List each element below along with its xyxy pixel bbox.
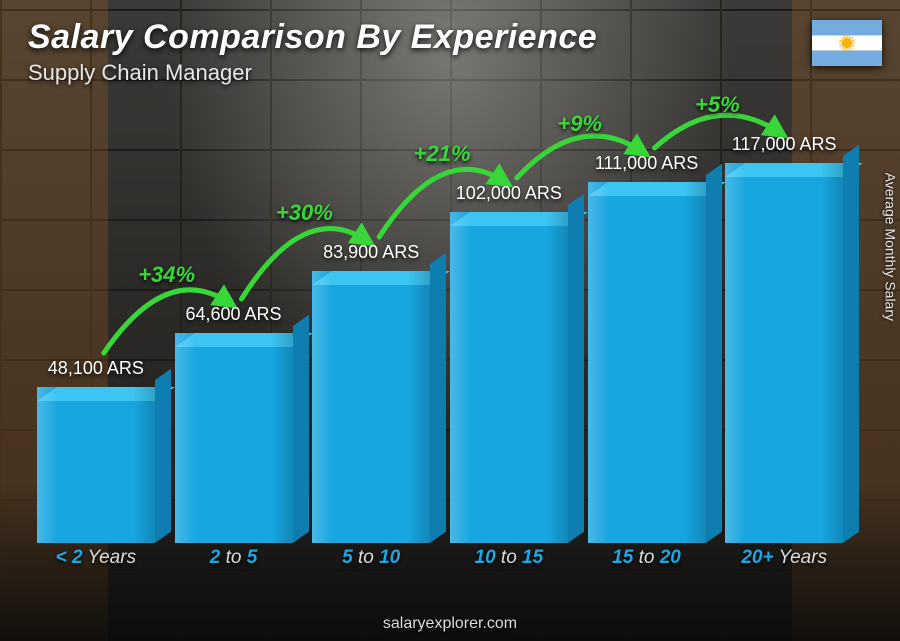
delta-label: +34% [138,262,195,288]
x-label-0: < 2 Years [36,547,156,581]
footer-attribution: salaryexplorer.com [0,615,900,633]
bar-0: 48,100 ARS [36,358,156,543]
bar-2: 83,900 ARS [311,242,431,543]
delta-label: +21% [414,141,471,167]
x-label-2: 5 to 10 [311,547,431,581]
x-label-3: 10 to 15 [449,547,569,581]
x-label-4: 15 to 20 [587,547,707,581]
page-subtitle: Supply Chain Manager [28,60,252,86]
bar-shape [37,387,155,543]
bar-value-label: 64,600 ARS [185,304,281,325]
x-axis-labels: < 2 Years 2 to 5 5 to 10 10 to 15 15 to 20 20… [30,547,850,581]
bar-5: 117,000 ARS [724,134,844,543]
delta-label: +5% [695,92,740,118]
delta-label: +9% [557,111,602,137]
bar-value-label: 83,900 ARS [323,242,419,263]
bars-container: 48,100 ARS 64,600 ARS 83,900 ARS 102,000 AR… [30,110,850,543]
bar-value-label: 117,000 ARS [732,134,837,155]
bar-shape [588,182,706,543]
argentina-flag-icon [812,20,882,66]
bar-4: 111,000 ARS [587,153,707,543]
bar-shape [312,271,430,543]
bar-1: 64,600 ARS [174,304,294,543]
bar-shape [175,333,293,543]
page-title: Salary Comparison By Experience [28,18,597,57]
salary-bar-chart: 48,100 ARS 64,600 ARS 83,900 ARS 102,000 AR… [30,110,850,581]
bar-value-label: 48,100 ARS [48,358,144,379]
x-label-5: 20+ Years [724,547,844,581]
bar-shape [450,212,568,543]
y-axis-label: Average Monthly Salary [882,172,898,320]
bar-3: 102,000 ARS [449,183,569,543]
x-label-1: 2 to 5 [174,547,294,581]
bar-value-label: 102,000 ARS [456,183,562,204]
delta-label: +30% [276,200,333,226]
bar-shape [725,163,843,543]
bar-value-label: 111,000 ARS [595,153,698,174]
